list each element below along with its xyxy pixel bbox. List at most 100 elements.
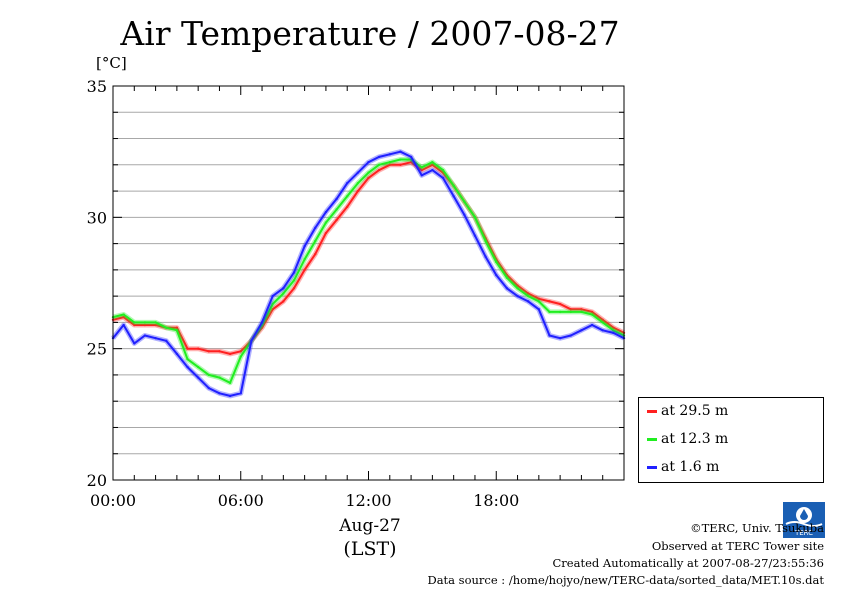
data-point xyxy=(399,158,402,161)
data-point xyxy=(303,268,306,272)
data-point xyxy=(154,323,157,327)
credit-text: ©TERC, Univ. Tsukuba xyxy=(690,521,824,535)
legend-label: at 1.6 m xyxy=(661,459,720,475)
data-point xyxy=(196,365,200,369)
data-point xyxy=(601,318,604,321)
data-point xyxy=(346,205,349,209)
legend-item-1-6m: at 1.6 m xyxy=(647,456,719,478)
data-point xyxy=(526,292,530,295)
data-point xyxy=(314,226,317,230)
data-point xyxy=(484,255,487,258)
data-point xyxy=(377,155,381,159)
data-point xyxy=(558,310,562,314)
data-point xyxy=(548,300,551,303)
series-lines xyxy=(111,149,626,399)
data-point xyxy=(271,308,274,311)
data-point xyxy=(452,195,455,198)
data-point xyxy=(282,300,285,303)
legend-item-12-3m: at 12.3 m xyxy=(647,428,728,450)
data-point xyxy=(154,321,157,324)
data-point xyxy=(335,218,338,222)
data-point xyxy=(314,239,317,243)
data-point xyxy=(271,294,274,298)
x-tick-label: 12:00 xyxy=(345,491,391,510)
data-point xyxy=(196,376,200,379)
data-point xyxy=(335,208,338,211)
data-point xyxy=(303,258,306,261)
data-point xyxy=(590,310,594,314)
data-point xyxy=(228,381,232,385)
data-point xyxy=(463,200,466,203)
data-point xyxy=(367,176,370,180)
x-axis-label: (LST) xyxy=(343,538,397,560)
legend-label: at 12.3 m xyxy=(661,431,729,447)
data-point xyxy=(282,292,285,295)
data-point xyxy=(526,294,530,298)
data-point xyxy=(260,321,264,324)
logo-text: TERC xyxy=(794,529,813,537)
data-point xyxy=(186,365,189,369)
data-point xyxy=(143,321,147,324)
data-point xyxy=(122,315,125,319)
data-point xyxy=(367,171,370,174)
data-point xyxy=(122,313,125,316)
data-point xyxy=(165,326,168,329)
data-point xyxy=(558,336,562,340)
data-point xyxy=(484,239,487,243)
data-point xyxy=(250,339,253,342)
data-point xyxy=(612,326,615,329)
data-point xyxy=(495,260,498,264)
data-point xyxy=(207,373,211,377)
data-point xyxy=(420,174,423,177)
data-point xyxy=(431,168,434,172)
source-text: Data source : /home/hojyo/new/TERC-data/… xyxy=(427,573,824,587)
data-point xyxy=(335,197,338,201)
data-point xyxy=(122,323,125,327)
data-point xyxy=(143,334,147,337)
data-point xyxy=(601,329,604,332)
data-point xyxy=(292,279,296,282)
data-point xyxy=(569,310,572,314)
data-point xyxy=(175,326,179,329)
legend-swatch xyxy=(647,409,657,413)
y-axis-unit-label: [°C] xyxy=(96,54,127,72)
grid-lines xyxy=(113,111,624,455)
legend-swatch xyxy=(647,437,657,441)
y-tick-label: 25 xyxy=(87,340,107,359)
data-point xyxy=(218,392,221,395)
data-point xyxy=(495,273,498,277)
data-point xyxy=(441,176,445,180)
data-point xyxy=(346,195,349,198)
data-point xyxy=(431,160,434,164)
data-point xyxy=(218,350,221,353)
y-tick-label: 20 xyxy=(87,471,107,490)
data-point xyxy=(388,160,391,164)
data-point xyxy=(356,189,360,193)
data-point xyxy=(133,321,136,324)
data-point xyxy=(580,310,583,314)
data-point xyxy=(452,184,455,188)
data-point xyxy=(154,336,157,340)
data-point xyxy=(143,323,147,327)
observed-text: Observed at TERC Tower site xyxy=(651,539,824,553)
data-point xyxy=(377,168,381,172)
data-point xyxy=(548,310,551,314)
data-point xyxy=(282,287,285,290)
data-point xyxy=(228,352,232,356)
data-point xyxy=(409,155,413,159)
data-point xyxy=(292,287,296,290)
data-point xyxy=(133,323,136,327)
data-point xyxy=(516,284,519,287)
x-tick-label: 18:00 xyxy=(473,491,519,510)
data-point xyxy=(537,308,541,311)
x-axis-date-label: Aug-27 xyxy=(339,516,401,536)
data-point xyxy=(239,355,242,358)
data-point xyxy=(175,352,179,356)
data-point xyxy=(590,313,594,316)
data-point xyxy=(186,347,189,350)
data-point xyxy=(399,163,402,166)
data-point xyxy=(367,160,370,164)
data-point xyxy=(314,252,317,256)
y-tick-label: 35 xyxy=(87,77,107,96)
